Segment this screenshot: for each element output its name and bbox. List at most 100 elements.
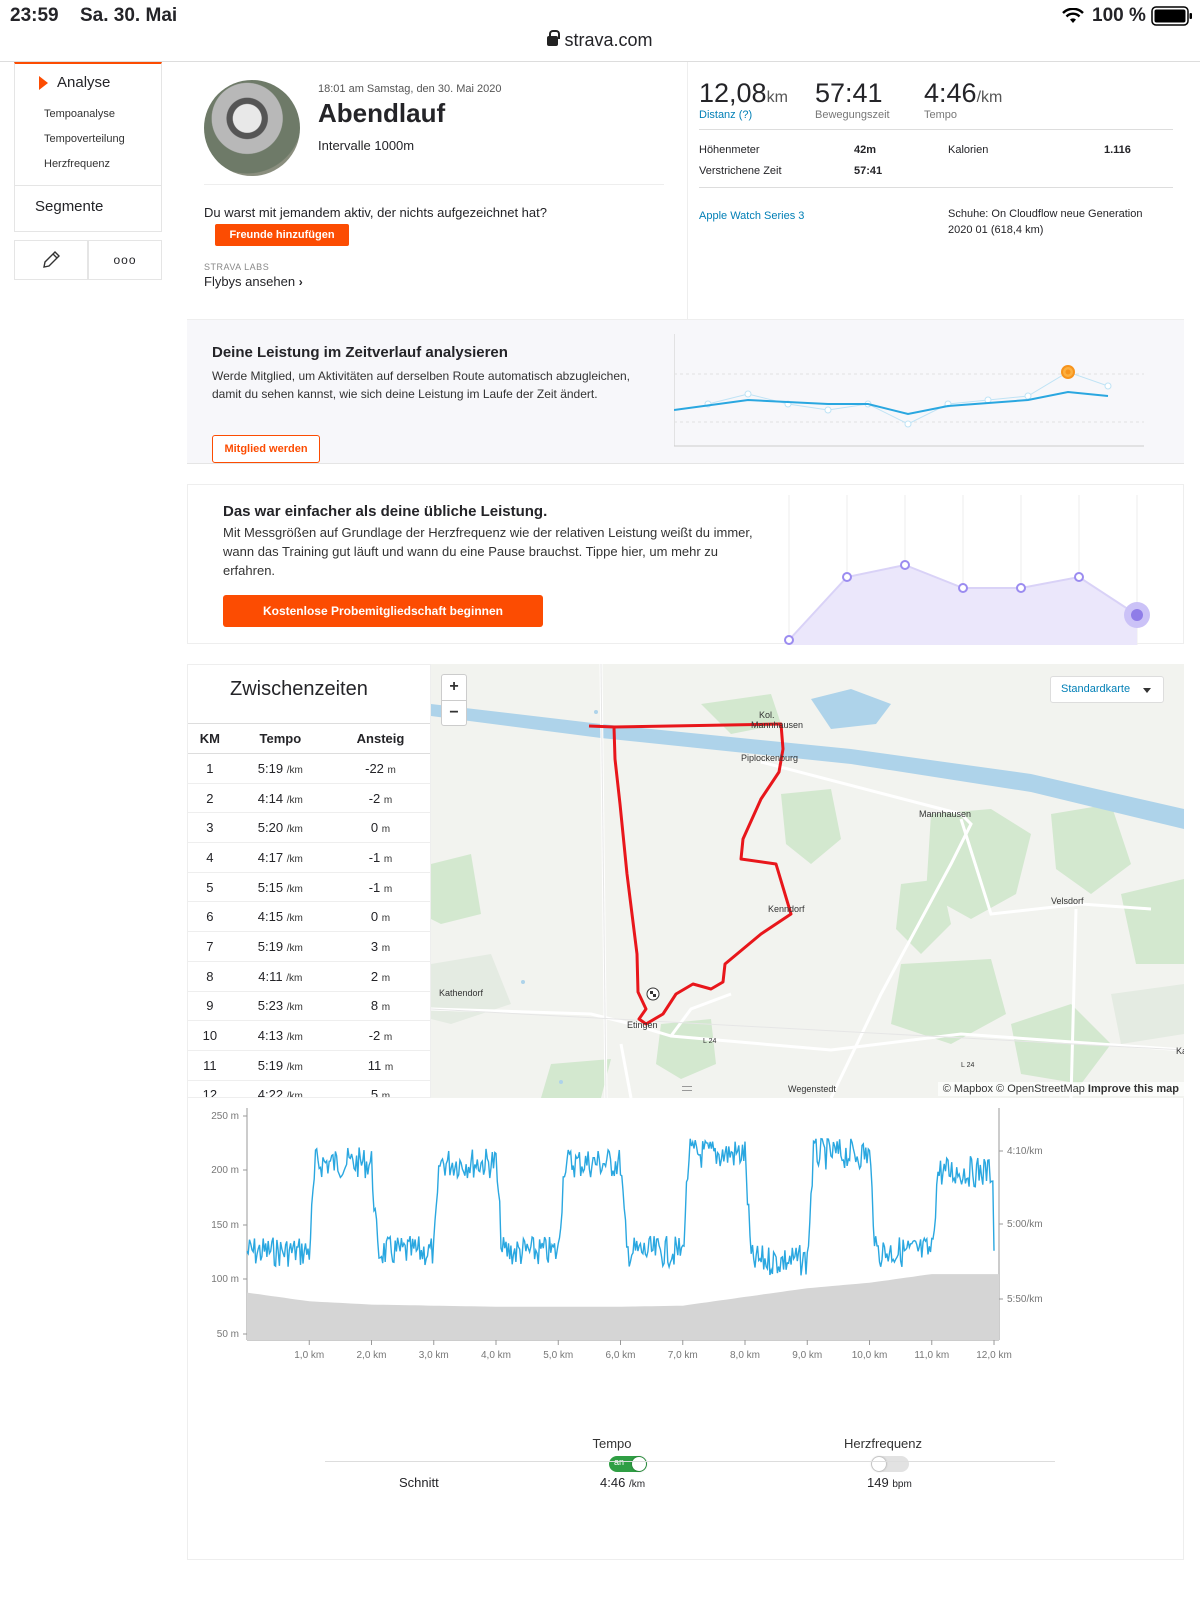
resize-handle-icon[interactable]	[682, 1086, 692, 1091]
pace-series-line	[246, 1137, 995, 1276]
average-hr-value: 149	[867, 1475, 889, 1490]
split-km: 12	[188, 1080, 232, 1097]
improve-map-link[interactable]: Improve this map	[1087, 1083, 1179, 1095]
x-tick-label: 7,0 km	[668, 1350, 698, 1361]
promo-title: Das war einfacher als deine übliche Leis…	[223, 503, 548, 520]
map-canvas[interactable]	[431, 664, 1184, 1098]
pace-label: Tempo	[924, 109, 958, 121]
column-header-ansteig: Ansteig	[328, 723, 430, 754]
split-pace-unit: /km	[286, 853, 303, 865]
activity-description: Intervalle 1000m	[318, 138, 415, 153]
split-pace: 4:13 /km	[231, 1020, 329, 1051]
address-bar[interactable]: strava.com	[0, 30, 1200, 62]
split-pace: 5:19 /km	[231, 1050, 329, 1081]
split-elevation-value: 0	[370, 820, 379, 836]
distance-help-link[interactable]: Distanz (?)	[699, 109, 753, 121]
average-hr: 149 bpm	[867, 1475, 912, 1490]
x-tick-label: 1,0 km	[294, 1350, 324, 1361]
split-pace-unit: /km	[286, 942, 303, 954]
stat-pace: 4:46/km Tempo	[924, 78, 1002, 121]
table-row: 10 4:13 /km -2 m	[188, 1020, 430, 1051]
stat-distance: 12,08km Distanz (?)	[699, 78, 788, 121]
avatar[interactable]	[204, 80, 300, 176]
zoom-in-button[interactable]: +	[442, 675, 466, 701]
place-label: Wegenstedt	[788, 1084, 836, 1094]
table-row: 1 5:19 /km -22 m	[188, 753, 430, 784]
sidebar-item-segmente[interactable]: Segmente	[14, 186, 162, 232]
split-pace: 5:20 /km	[231, 812, 329, 844]
split-elevation-unit: m	[381, 1091, 391, 1098]
shoes-line-2: 2020 01 (618,4 km)	[948, 224, 1044, 236]
divider	[699, 187, 1173, 188]
split-elevation: -1 m	[328, 872, 430, 903]
map-style-dropdown[interactable]: Standardkarte	[1050, 676, 1164, 703]
table-row: 12 4:22 /km 5 m	[188, 1080, 430, 1098]
split-pace-value: 4:13	[257, 1028, 284, 1044]
distance-unit: km	[766, 89, 788, 106]
split-pace: 4:14 /km	[231, 783, 329, 814]
route-line	[588, 722, 793, 1026]
split-km: 3	[188, 812, 232, 844]
split-elevation-unit: m	[381, 1002, 391, 1014]
sidebar-item-tempoanalyse[interactable]: Tempoanalyse	[44, 108, 115, 120]
split-km: 11	[188, 1050, 232, 1081]
hr-toggle[interactable]	[871, 1456, 909, 1472]
elevation-label: Höhenmeter	[699, 144, 760, 156]
zoom-out-button[interactable]: −	[449, 704, 459, 721]
column-header-tempo: Tempo	[231, 723, 329, 754]
promo-text: Mit Messgrößen auf Grundlage der Herzfre…	[223, 525, 753, 578]
split-elevation-value: 5	[370, 1087, 379, 1098]
start-trial-button[interactable]: Kostenlose Probemitgliedschaft beginnen	[223, 595, 543, 627]
pace-unit: /km	[976, 89, 1003, 106]
split-pace: 5:23 /km	[231, 991, 329, 1022]
performance-over-time-promo: Deine Leistung im Zeitverlauf analysiere…	[187, 320, 1184, 464]
pace-elevation-chart[interactable]: 250 m 200 m 150 m 100 m 50 m 4:10/km 5:00/km 5:…	[188, 1098, 1185, 1398]
sidebar-item-tempoverteilung[interactable]: Tempoverteilung	[44, 133, 125, 145]
relative-effort-promo[interactable]: Das war einfacher als deine übliche Leis…	[187, 484, 1184, 645]
chevron-right-icon: ›	[298, 275, 303, 289]
x-tick-label: 12,0 km	[976, 1350, 1012, 1361]
elevation-value: 42m	[854, 144, 877, 156]
promo-text: Werde Mitglied, um Aktivitäten auf derse…	[212, 369, 631, 401]
become-member-button[interactable]: Mitglied werden	[212, 435, 320, 463]
split-elevation-unit: m	[383, 1032, 393, 1044]
split-elevation-value: 11	[367, 1057, 382, 1073]
x-tick-label: 2,0 km	[356, 1350, 386, 1361]
battery-icon	[1151, 6, 1192, 26]
split-pace-unit: /km	[286, 883, 303, 895]
y-right-tick-label: 4:10/km	[1007, 1146, 1043, 1157]
y-tick-label: 50 m	[217, 1329, 239, 1340]
clock: 23:59	[10, 5, 59, 26]
with-friends-question: Du warst mit jemandem aktiv, der nichts …	[204, 205, 547, 220]
table-row: 3 5:20 /km 0 m	[188, 812, 430, 844]
divider	[687, 62, 688, 320]
split-elevation-value: 2	[370, 968, 379, 984]
split-pace-unit: /km	[286, 1091, 303, 1098]
split-pace: 4:17 /km	[231, 842, 329, 873]
split-elevation-value: -2	[368, 790, 381, 806]
sidebar-item-herzfrequenz[interactable]: Herzfrequenz	[44, 158, 111, 170]
more-button[interactable]: ooo	[88, 240, 162, 280]
split-elevation: -22 m	[328, 753, 430, 784]
y-right-tick-label: 5:00/km	[1007, 1219, 1043, 1230]
sidebar-item-analyse[interactable]: Analyse	[57, 74, 111, 91]
place-label: Etingen	[627, 1020, 658, 1030]
elapsed-time-label: Verstrichene Zeit	[699, 165, 782, 177]
split-pace: 4:22 /km	[231, 1080, 329, 1098]
route-map[interactable]: Kol. Mannhausen Piplockenburg Mannhausen…	[431, 664, 1184, 1098]
stat-moving-time: 57:41 Bewegungszeit	[815, 78, 890, 121]
calories-label: Kalorien	[948, 144, 989, 156]
edit-button[interactable]	[14, 240, 88, 280]
split-elevation-value: 8	[370, 998, 379, 1014]
analysis-chart-panel: 250 m 200 m 150 m 100 m 50 m 4:10/km 5:00/km 5:…	[187, 1086, 1185, 1560]
device-link[interactable]: Apple Watch Series 3	[699, 210, 805, 222]
pace-toggle[interactable]: an	[609, 1456, 647, 1472]
split-km: 1	[188, 753, 232, 784]
add-friends-button[interactable]: Freunde hinzufügen	[215, 224, 349, 246]
lock-icon	[547, 30, 561, 46]
flybys-link[interactable]: Flybys ansehen ›	[204, 274, 303, 289]
split-elevation: 5 m	[328, 1080, 430, 1098]
split-pace-unit: /km	[286, 1032, 303, 1044]
y-tick-label: 150 m	[211, 1220, 239, 1231]
activity-header: 18:01 am Samstag, den 30. Mai 2020 Abend…	[187, 62, 1184, 320]
